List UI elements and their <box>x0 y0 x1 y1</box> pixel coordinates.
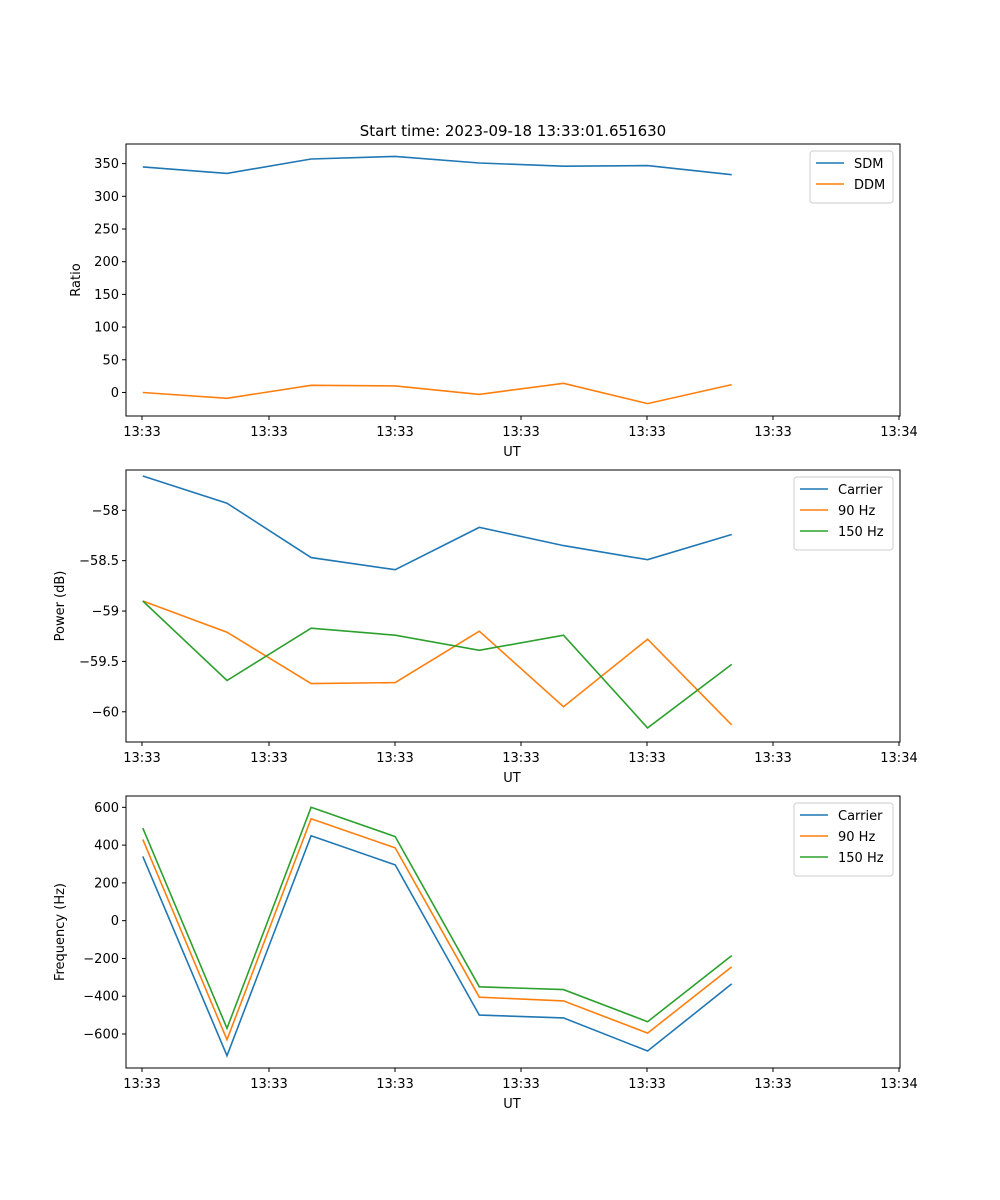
subplot-3: −600 −400 −200 0 200 400 600 13:33 13:33 13:33 13:… <box>53 795 918 1112</box>
y-tick-label: −59.5 <box>79 655 119 670</box>
legend-entry: 150 Hz <box>838 525 884 540</box>
x-axis-label: UT <box>503 445 521 460</box>
x-tick-label: 13:33 <box>502 425 539 440</box>
y-tick-label: 200 <box>94 255 119 270</box>
y-tick-label: 250 <box>94 223 119 238</box>
y-tick-label: 0 <box>111 386 119 401</box>
x-tick-label: 13:34 <box>880 1077 917 1092</box>
x-tick-label: 13:33 <box>628 1077 665 1092</box>
y-axis-label: Power (dB) <box>53 571 68 642</box>
y-tick-label: 0 <box>111 914 119 929</box>
x-tick-label: 13:33 <box>628 751 665 766</box>
legend-entry: Carrier <box>838 809 883 824</box>
axes-frame <box>125 469 901 743</box>
x-tick-label: 13:33 <box>123 1077 160 1092</box>
legend-entry: 150 Hz <box>838 851 884 866</box>
legend-entry: SDM <box>854 157 883 172</box>
x-tick-label: 13:33 <box>754 1077 791 1092</box>
y-tick-label: 300 <box>94 190 119 205</box>
x-tick-label: 13:33 <box>250 425 287 440</box>
x-tick-label: 13:33 <box>123 751 160 766</box>
series-line-90-hz <box>142 600 733 726</box>
x-tick-label: 13:33 <box>376 425 413 440</box>
axes-frame <box>125 143 901 417</box>
x-tick-label: 13:33 <box>754 425 791 440</box>
y-tick-label: −400 <box>83 990 119 1005</box>
y-tick-label: −58 <box>92 504 119 519</box>
x-tick-label: 13:33 <box>502 751 539 766</box>
y-tick-label: 200 <box>94 876 119 891</box>
y-axis-label: Ratio <box>69 263 84 296</box>
series-line-90-hz <box>142 817 733 1042</box>
figure-title: Start time: 2023-09-18 13:33:01.651630 <box>360 122 666 140</box>
x-axis-label: UT <box>503 1097 521 1112</box>
y-tick-label: 150 <box>94 288 119 303</box>
series-line-sdm <box>142 155 732 176</box>
x-axis-label: UT <box>503 771 521 786</box>
legend: SDM DDM <box>809 150 894 204</box>
x-tick-label: 13:33 <box>123 425 160 440</box>
legend: Carrier 90 Hz 150 Hz <box>793 476 894 551</box>
y-tick-label: −59 <box>92 605 119 620</box>
legend-entry: 90 Hz <box>838 830 875 845</box>
series-line-ddm <box>142 382 732 405</box>
series-line-150-hz <box>142 600 733 729</box>
x-tick-label: 13:33 <box>376 1077 413 1092</box>
x-tick-label: 13:33 <box>376 751 413 766</box>
series-line-150-hz <box>142 806 733 1031</box>
y-tick-label: 400 <box>94 839 119 854</box>
series-line-carrier <box>142 475 732 571</box>
x-tick-label: 13:33 <box>502 1077 539 1092</box>
y-tick-label: 600 <box>94 801 119 816</box>
y-tick-label: 50 <box>102 353 119 368</box>
legend-entry: 90 Hz <box>838 504 875 519</box>
subplots: 0 50 100 150 200 250 300 350 13:33 13:33 13:33 13:3… <box>53 143 918 1112</box>
y-tick-label: −200 <box>83 952 119 967</box>
x-tick-label: 13:34 <box>880 751 917 766</box>
x-tick-label: 13:33 <box>754 751 791 766</box>
y-tick-label: 100 <box>94 321 119 336</box>
subplot-2: −60 −59.5 −59 −58.5 −58 13:33 13:33 13:33 13:33 1… <box>53 469 918 786</box>
y-tick-label: 350 <box>94 157 119 172</box>
legend-entry: Carrier <box>838 483 883 498</box>
x-tick-label: 13:33 <box>250 751 287 766</box>
legend-box <box>809 150 894 204</box>
x-tick-label: 13:33 <box>628 425 665 440</box>
y-tick-label: −600 <box>83 1028 119 1043</box>
series-line-carrier <box>142 834 733 1058</box>
x-tick-label: 13:33 <box>250 1077 287 1092</box>
y-axis-label: Frequency (Hz) <box>53 883 68 981</box>
x-tick-label: 13:34 <box>880 425 917 440</box>
legend: Carrier 90 Hz 150 Hz <box>793 802 894 877</box>
y-tick-label: −58.5 <box>79 554 119 569</box>
subplot-1: 0 50 100 150 200 250 300 350 13:33 13:33 13:33 13:3… <box>69 143 918 460</box>
axes-frame <box>125 795 901 1069</box>
legend-entry: DDM <box>854 178 885 193</box>
y-tick-label: −60 <box>92 705 119 720</box>
